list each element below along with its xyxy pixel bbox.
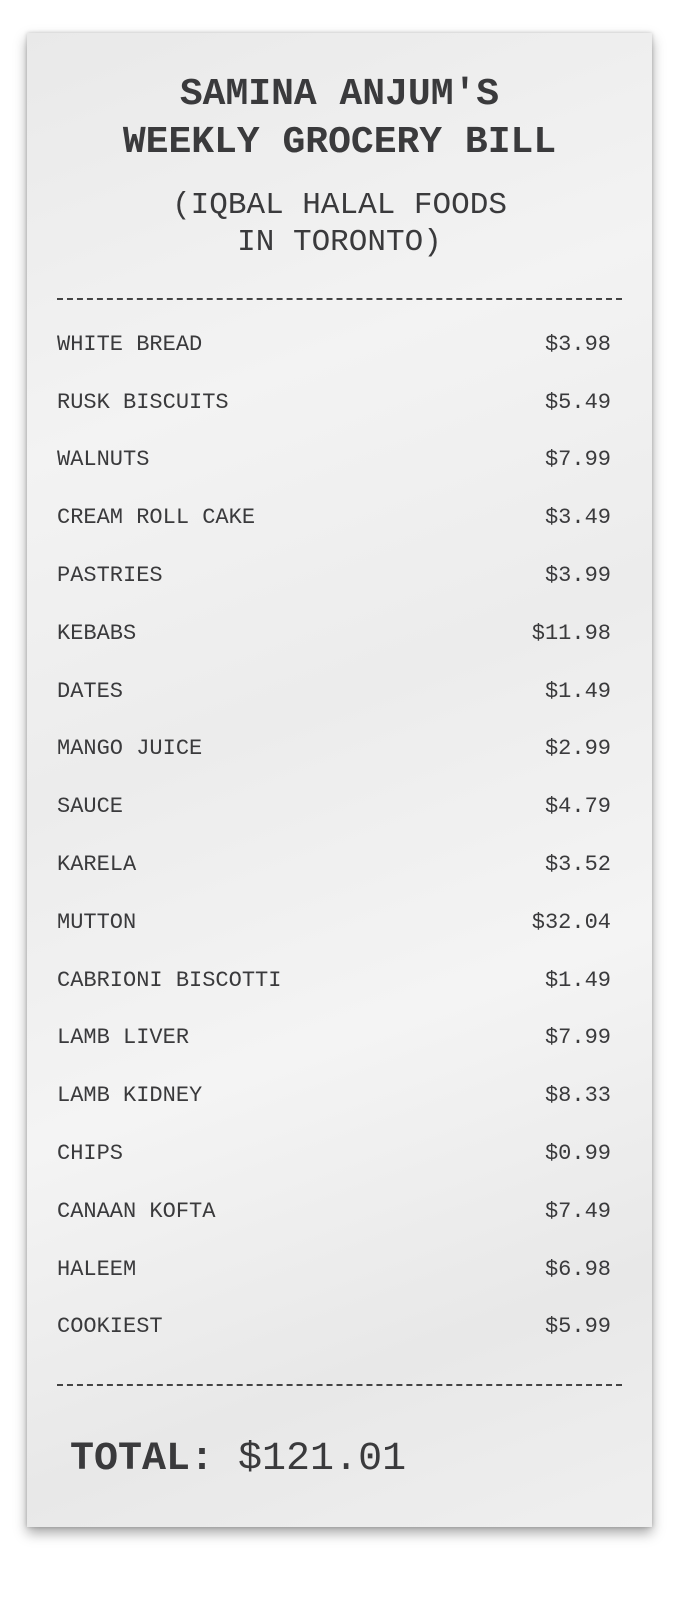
item-name: CANAAN KOFTA <box>57 1198 216 1224</box>
item-name: HALEEM <box>57 1256 137 1282</box>
item-name: KARELA <box>57 852 137 878</box>
list-item: CANAAN KOFTA $7.49 <box>57 1183 611 1241</box>
item-name: COOKIEST <box>57 1314 163 1340</box>
item-name: CABRIONI BISCOTTI <box>57 967 282 993</box>
list-item: CHIPS $0.99 <box>57 1125 611 1183</box>
item-price: $3.52 <box>544 852 611 878</box>
item-price: $1.49 <box>544 678 611 704</box>
dashed-divider <box>57 1384 622 1386</box>
store-name: (IQBAL HALAL FOODS IN TORONTO) <box>27 187 652 261</box>
total-value: $121.01 <box>238 1437 407 1482</box>
item-price: $8.33 <box>544 1083 611 1109</box>
item-name: SAUCE <box>57 794 124 820</box>
list-item: WALNUTS $7.99 <box>57 432 611 490</box>
item-name: WHITE BREAD <box>57 331 203 357</box>
item-name: LAMB LIVER <box>57 1025 190 1051</box>
item-name: PASTRIES <box>57 563 163 589</box>
list-item: CREAM ROLL CAKE $3.49 <box>57 489 611 547</box>
item-price: $11.98 <box>531 620 611 646</box>
subtitle-line: (IQBAL HALAL FOODS <box>172 188 507 223</box>
list-item: LAMB KIDNEY $8.33 <box>57 1067 611 1125</box>
item-name: CREAM ROLL CAKE <box>57 505 256 531</box>
item-name: LAMB KIDNEY <box>57 1083 203 1109</box>
item-name: MANGO JUICE <box>57 736 203 762</box>
receipt: SAMINA ANJUM'S WEEKLY GROCERY BILL (IQBA… <box>27 33 652 1527</box>
item-name: KEBABS <box>57 620 137 646</box>
list-item: COOKIEST $5.99 <box>57 1299 611 1357</box>
item-price: $7.99 <box>544 447 611 473</box>
receipt-title: SAMINA ANJUM'S WEEKLY GROCERY BILL <box>27 71 652 167</box>
list-item: MUTTON $32.04 <box>57 894 611 952</box>
list-item: HALEEM $6.98 <box>57 1241 611 1299</box>
dashed-divider <box>57 298 622 300</box>
list-item: KEBABS $11.98 <box>57 605 611 663</box>
item-price: $5.99 <box>544 1314 611 1340</box>
list-item: MANGO JUICE $2.99 <box>57 721 611 779</box>
item-price: $1.49 <box>544 967 611 993</box>
subtitle-line: IN TORONTO) <box>237 225 442 260</box>
item-name: WALNUTS <box>57 447 150 473</box>
item-price: $3.49 <box>544 505 611 531</box>
list-item: PASTRIES $3.99 <box>57 547 611 605</box>
item-price: $5.49 <box>544 389 611 415</box>
item-name: CHIPS <box>57 1141 124 1167</box>
list-item: DATES $1.49 <box>57 663 611 721</box>
total-label: TOTAL: <box>70 1437 215 1482</box>
item-price: $6.98 <box>544 1256 611 1282</box>
total-line: TOTAL: $121.01 <box>70 1437 406 1483</box>
item-list: WHITE BREAD $3.98 RUSK BISCUITS $5.49 WALNUT… <box>57 316 611 1356</box>
item-price: $7.99 <box>544 1025 611 1051</box>
list-item: KARELA $3.52 <box>57 836 611 894</box>
item-price: $2.99 <box>544 736 611 762</box>
item-name: DATES <box>57 678 124 704</box>
title-line: WEEKLY GROCERY BILL <box>122 121 557 164</box>
list-item: WHITE BREAD $3.98 <box>57 316 611 374</box>
item-price: $7.49 <box>544 1198 611 1224</box>
item-price: $4.79 <box>544 794 611 820</box>
list-item: RUSK BISCUITS $5.49 <box>57 374 611 432</box>
item-name: RUSK BISCUITS <box>57 389 229 415</box>
item-price: $3.99 <box>544 563 611 589</box>
list-item: CABRIONI BISCOTTI $1.49 <box>57 952 611 1010</box>
item-price: $3.98 <box>544 331 611 357</box>
list-item: SAUCE $4.79 <box>57 778 611 836</box>
item-name: MUTTON <box>57 909 137 935</box>
title-line: SAMINA ANJUM'S <box>179 73 500 116</box>
list-item: LAMB LIVER $7.99 <box>57 1010 611 1068</box>
item-price: $32.04 <box>531 909 611 935</box>
item-price: $0.99 <box>544 1141 611 1167</box>
